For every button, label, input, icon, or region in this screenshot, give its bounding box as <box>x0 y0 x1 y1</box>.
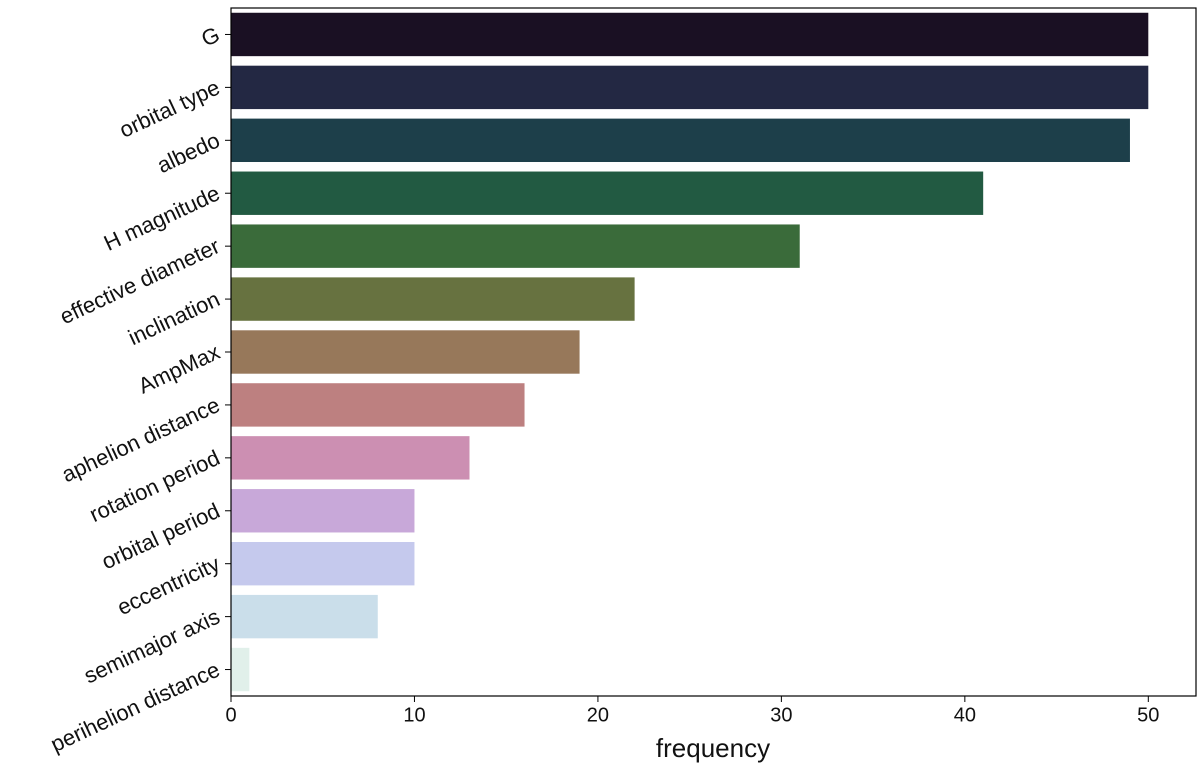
bar <box>231 647 250 692</box>
x-tick-label: 40 <box>954 704 976 726</box>
bar <box>231 65 1149 110</box>
bar <box>231 277 635 321</box>
bar <box>231 383 525 427</box>
x-tick-label: 50 <box>1137 704 1159 726</box>
x-tick-label: 20 <box>587 704 609 726</box>
bar <box>231 171 984 215</box>
y-tick-label: perihelion distance <box>47 657 224 757</box>
y-tick-label: G <box>197 22 223 52</box>
y-tick-label: albedo <box>153 127 223 178</box>
bar <box>231 118 1130 163</box>
plot-frame <box>230 7 1197 697</box>
bar <box>231 436 470 480</box>
bar <box>231 489 415 533</box>
bar <box>231 330 580 374</box>
y-tick-label: AmpMax <box>134 339 223 398</box>
bar <box>231 12 1149 57</box>
bar <box>231 541 415 586</box>
bar <box>231 224 800 268</box>
x-axis-label: frequency <box>656 733 770 763</box>
x-tick-label: 0 <box>225 704 236 726</box>
bar <box>231 594 378 639</box>
x-tick-label: 10 <box>403 704 425 726</box>
x-tick-label: 30 <box>770 704 792 726</box>
